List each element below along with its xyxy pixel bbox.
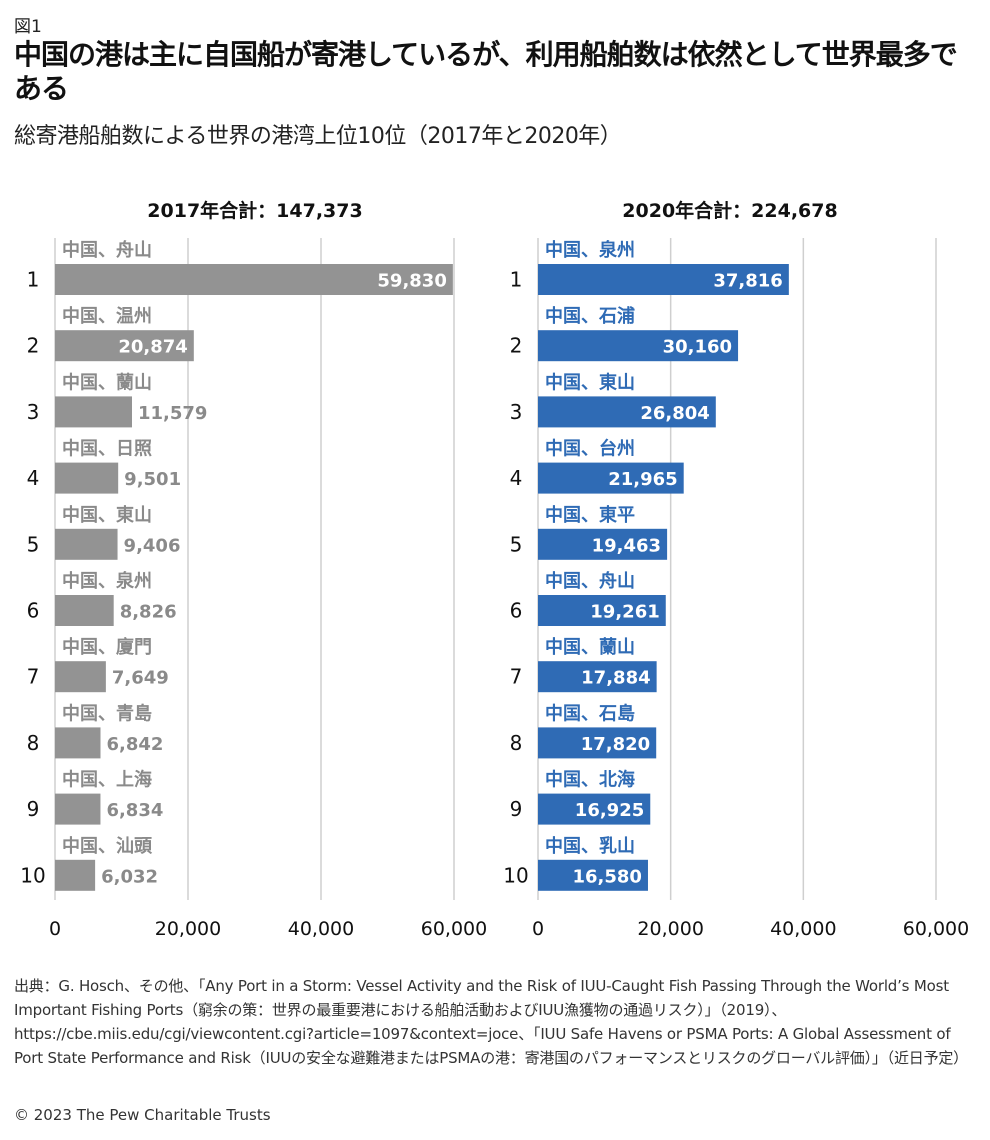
panel-title-2017: 2017年合計：147,373 bbox=[147, 200, 363, 222]
rank-label-2020: 7 bbox=[510, 665, 523, 689]
value-label-2020: 17,820 bbox=[581, 734, 650, 755]
rank-label-2017: 7 bbox=[27, 665, 40, 689]
value-label-2017: 20,874 bbox=[118, 337, 187, 358]
chart-title: 中国の港は主に自国船が寄港しているが、利用船舶数は依然として世界最多である bbox=[14, 38, 958, 105]
bar-2017 bbox=[55, 330, 194, 362]
rank-label-2020: 8 bbox=[510, 731, 523, 755]
source-note: 出典：G. Hosch、その他、「Any Port in a Storm: Ve… bbox=[14, 977, 968, 1067]
value-label-2020: 21,965 bbox=[608, 469, 677, 490]
port-label-2017: 中国、温州 bbox=[62, 305, 152, 327]
rank-label-2020: 6 bbox=[510, 599, 523, 623]
rank-label-2017: 9 bbox=[27, 797, 40, 821]
rank-label-2017: 10 bbox=[20, 863, 45, 887]
x-tick-label-2020: 20,000 bbox=[637, 918, 703, 940]
value-label-2017: 8,826 bbox=[120, 602, 177, 623]
bar-2020 bbox=[538, 528, 668, 560]
rank-label-2017: 6 bbox=[27, 599, 40, 623]
x-tick-label-2020: 40,000 bbox=[770, 918, 836, 940]
value-label-2020: 16,925 bbox=[575, 800, 644, 821]
copyright: © 2023 The Pew Charitable Trusts bbox=[14, 1106, 271, 1124]
value-label-2020: 17,884 bbox=[581, 668, 650, 689]
port-label-2017: 中国、汕頭 bbox=[62, 835, 153, 857]
bar-2017 bbox=[55, 661, 106, 693]
port-label-2017: 中国、青島 bbox=[62, 702, 152, 724]
port-label-2020: 中国、舟山 bbox=[545, 570, 635, 592]
x-tick-label-2017: 0 bbox=[49, 918, 61, 940]
bar-2020 bbox=[538, 727, 657, 759]
port-label-2020: 中国、北海 bbox=[545, 769, 635, 791]
value-label-2017: 59,830 bbox=[377, 271, 446, 292]
x-tick-label-2017: 60,000 bbox=[421, 918, 487, 940]
value-label-2017: 7,649 bbox=[112, 668, 169, 689]
rank-label-2020: 3 bbox=[510, 400, 523, 424]
bar-2020 bbox=[538, 595, 666, 626]
bar-2017 bbox=[55, 396, 133, 428]
rank-label-2020: 2 bbox=[510, 334, 523, 358]
port-label-2020: 中国、石島 bbox=[545, 702, 635, 724]
bar-2017 bbox=[55, 595, 114, 626]
port-label-2017: 中国、蘭山 bbox=[62, 371, 152, 393]
port-label-2017: 中国、廈門 bbox=[62, 636, 152, 658]
port-label-2020: 中国、乳山 bbox=[545, 835, 635, 857]
value-label-2020: 19,261 bbox=[590, 602, 659, 623]
bar-2017 bbox=[55, 727, 101, 759]
bar-2017 bbox=[55, 859, 96, 891]
rank-label-2017: 5 bbox=[27, 532, 40, 556]
value-label-2017: 9,501 bbox=[124, 469, 181, 490]
value-label-2020: 16,580 bbox=[573, 866, 642, 887]
value-label-2020: 19,463 bbox=[592, 535, 661, 556]
value-label-2017: 9,406 bbox=[124, 535, 181, 556]
value-label-2020: 30,160 bbox=[663, 337, 732, 358]
x-tick-label-2017: 40,000 bbox=[288, 918, 354, 940]
bar-2020 bbox=[538, 661, 657, 693]
rank-label-2017: 1 bbox=[27, 268, 40, 292]
value-label-2017: 11,579 bbox=[138, 403, 207, 424]
x-tick-label-2020: 60,000 bbox=[903, 918, 969, 940]
x-tick-label-2020: 0 bbox=[532, 918, 544, 940]
port-label-2017: 中国、泉州 bbox=[62, 570, 152, 592]
value-label-2017: 6,032 bbox=[101, 866, 158, 887]
port-label-2020: 中国、東平 bbox=[545, 504, 635, 526]
value-label-2020: 26,804 bbox=[640, 403, 709, 424]
rank-label-2017: 8 bbox=[27, 731, 40, 755]
value-label-2017: 6,842 bbox=[106, 734, 163, 755]
value-label-2020: 37,816 bbox=[713, 271, 782, 292]
bar-2017 bbox=[55, 462, 119, 494]
bar-2020 bbox=[538, 859, 648, 891]
rank-label-2020: 9 bbox=[510, 797, 523, 821]
port-label-2020: 中国、石浦 bbox=[545, 305, 635, 327]
port-label-2017: 中国、上海 bbox=[62, 769, 152, 791]
chart-subtitle: 総寄港船舶数による世界の港湾上位10位（2017年と2020年） bbox=[14, 124, 622, 149]
port-label-2020: 中国、泉州 bbox=[545, 239, 635, 261]
port-label-2017: 中国、舟山 bbox=[62, 239, 152, 261]
port-label-2020: 中国、蘭山 bbox=[545, 636, 635, 658]
rank-label-2017: 4 bbox=[27, 466, 40, 490]
rank-label-2017: 2 bbox=[27, 334, 40, 358]
bar-2020 bbox=[538, 264, 789, 295]
bar-2020 bbox=[538, 396, 716, 428]
x-tick-label-2017: 20,000 bbox=[155, 918, 221, 940]
figure-label: 図1 bbox=[14, 17, 42, 37]
bar-charts: 0 20,000 40,000 60,000 中国、舟山 1 59,830 中国、温州 2 20,… bbox=[20, 238, 969, 940]
rank-label-2020: 5 bbox=[510, 532, 523, 556]
port-label-2020: 中国、台州 bbox=[545, 438, 635, 460]
bar-2017 bbox=[55, 528, 118, 560]
port-label-2020: 中国、東山 bbox=[545, 371, 635, 393]
port-label-2017: 中国、日照 bbox=[62, 438, 152, 460]
panel-title-2020: 2020年合計：224,678 bbox=[622, 200, 838, 222]
bar-2020 bbox=[538, 330, 739, 362]
port-label-2017: 中国、東山 bbox=[62, 504, 152, 526]
bar-2017 bbox=[55, 264, 453, 295]
rank-label-2017: 3 bbox=[27, 400, 40, 424]
rank-label-2020: 10 bbox=[503, 863, 528, 887]
rank-label-2020: 1 bbox=[510, 268, 523, 292]
bar-2017 bbox=[55, 793, 101, 825]
rank-label-2020: 4 bbox=[510, 466, 523, 490]
bar-2020 bbox=[538, 462, 684, 494]
bar-2020 bbox=[538, 793, 651, 825]
value-label-2017: 6,834 bbox=[106, 800, 163, 821]
